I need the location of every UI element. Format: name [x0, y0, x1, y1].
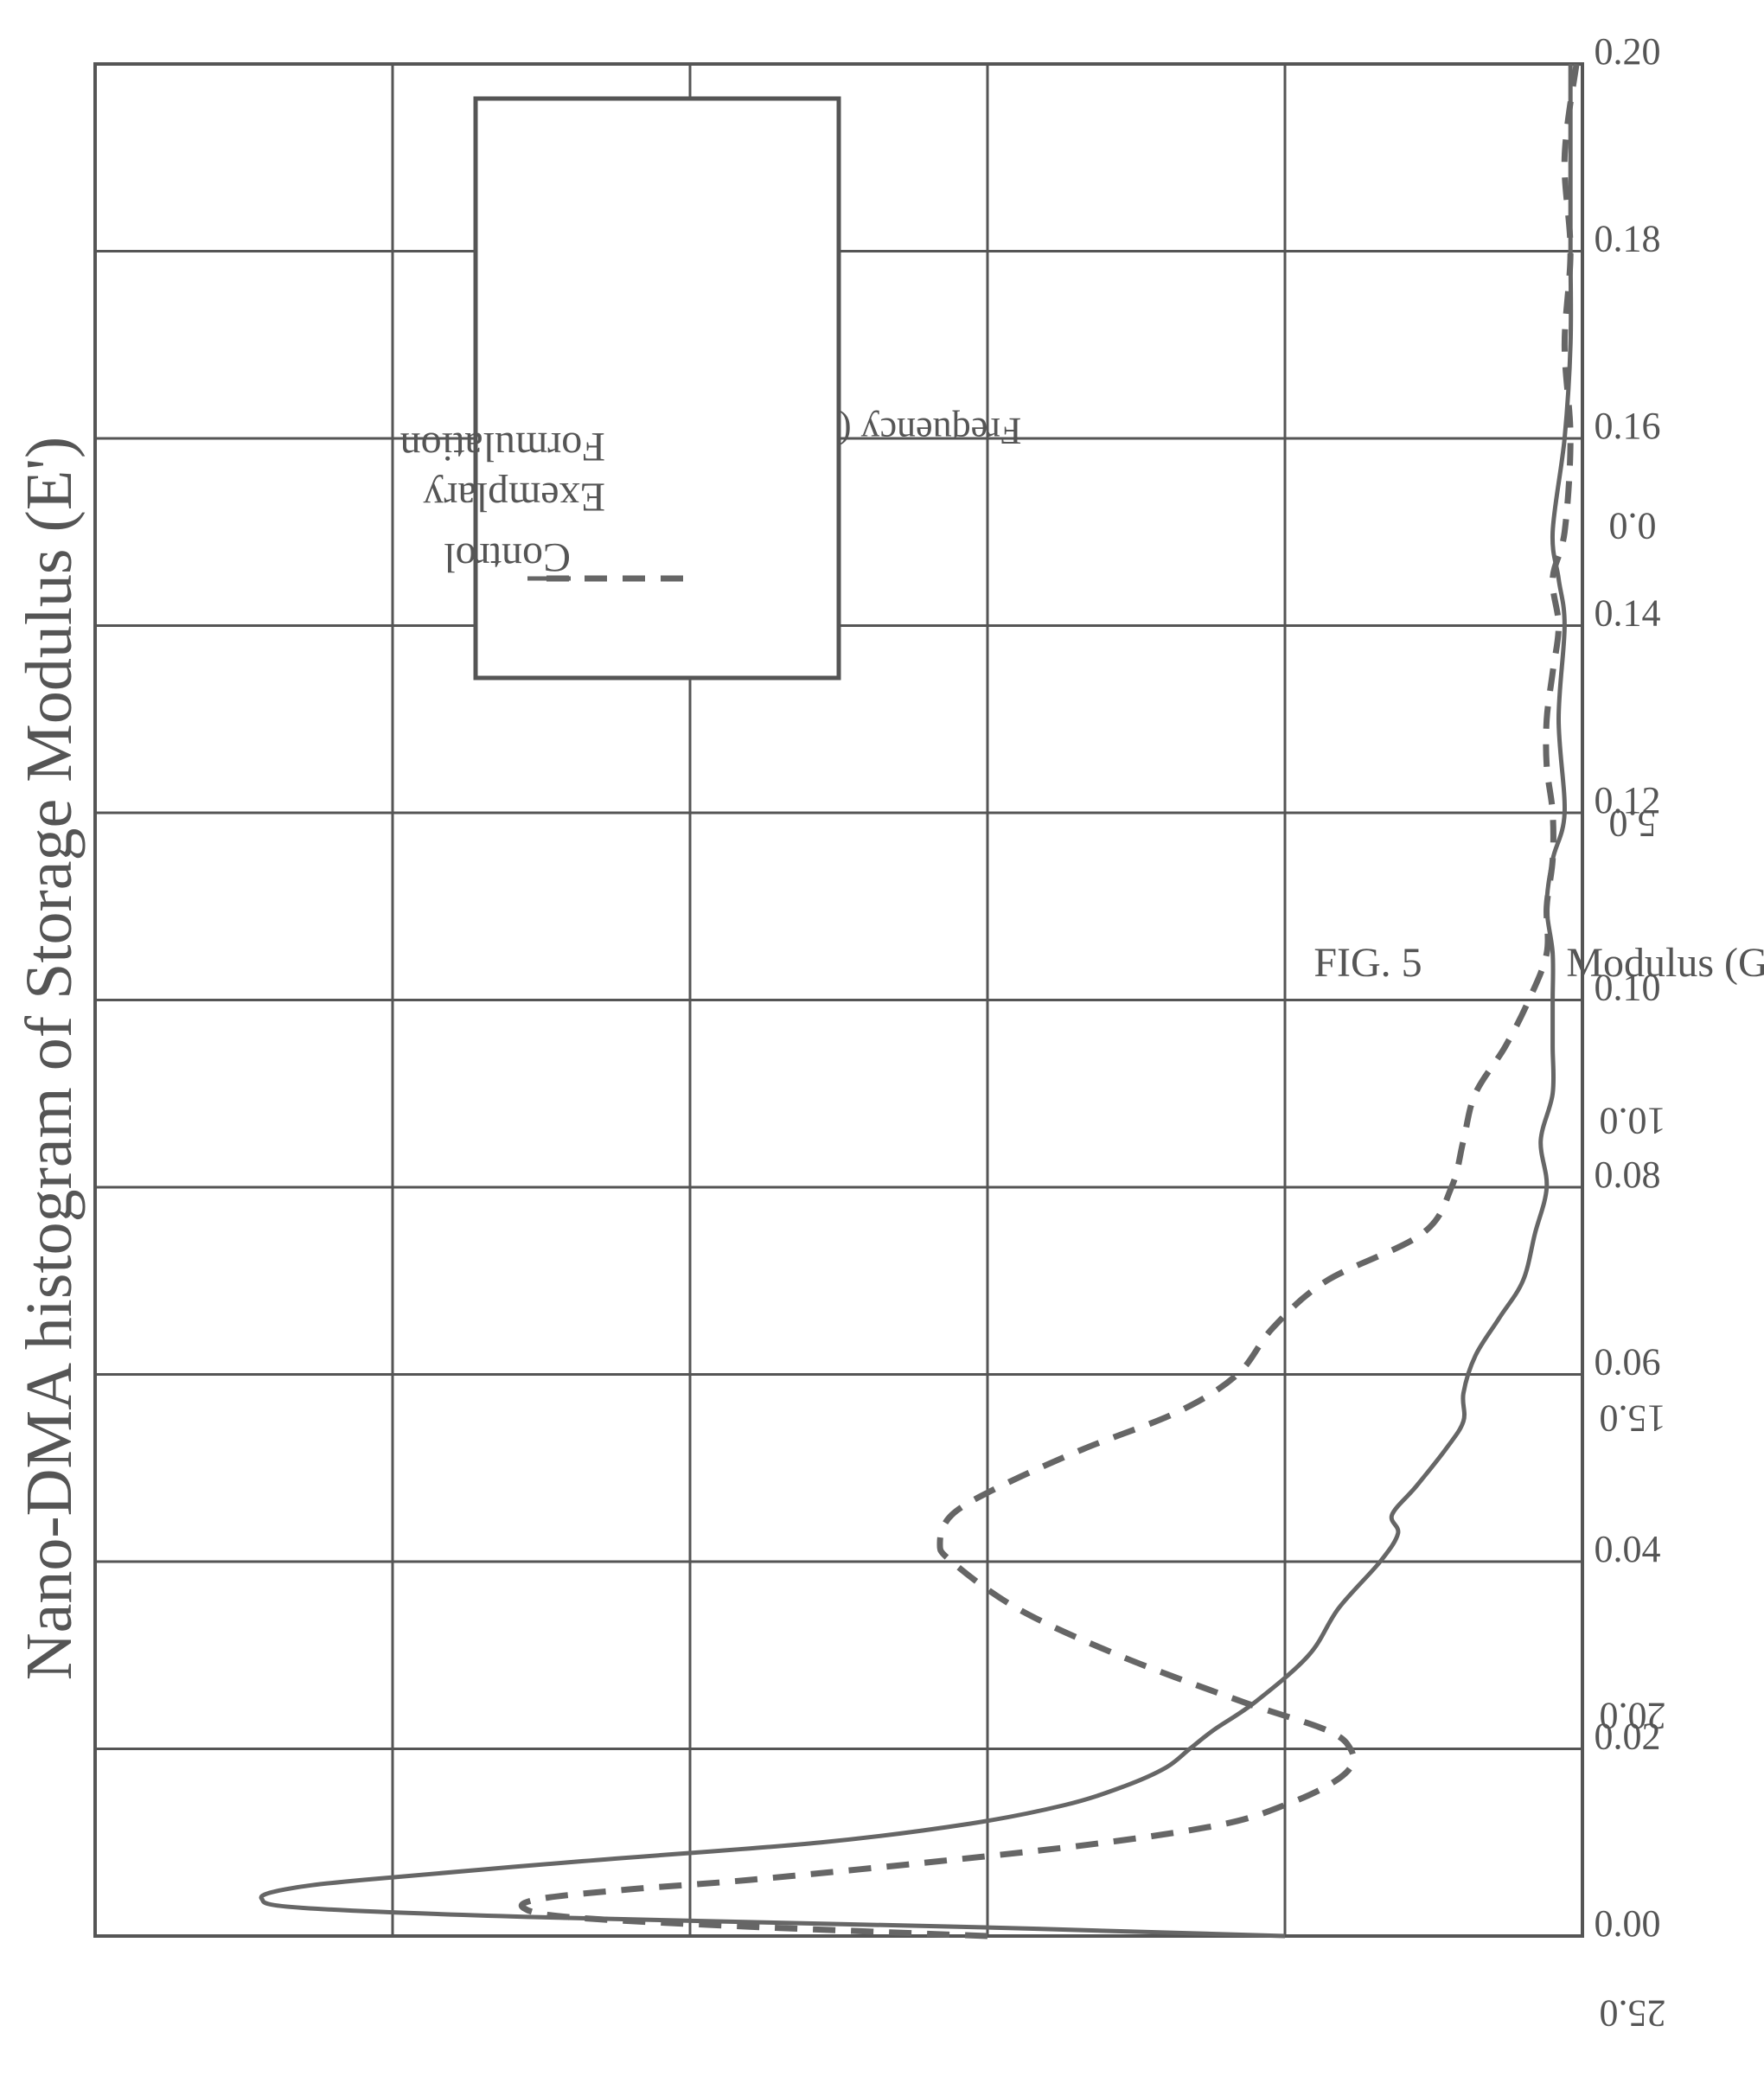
y-tick-label: 15.0 [1600, 1397, 1666, 1440]
x-tick-label: 0.18 [1595, 218, 1661, 260]
x-tick-labels: 0.00 0.02 0.04 0.06 0.08 0.10 0.12 0.14 0.16 0.18… [1595, 30, 1661, 1945]
legend-box [473, 96, 841, 681]
x-tick-label: 0.02 [1595, 1716, 1661, 1758]
x-tick-label: 0.06 [1595, 1341, 1661, 1383]
y-tick-label: 0.0 [1609, 505, 1657, 547]
plot-frame [93, 62, 1584, 1938]
y-tick-labels: 0.0 5.0 10.0 15.0 20.0 25.0 [1600, 505, 1666, 2035]
series-line-control [259, 64, 1574, 1939]
x-tick-label: 0.16 [1595, 405, 1661, 447]
x-tick-label: 0.12 [1595, 779, 1661, 821]
x-tick-label: 0.10 [1595, 967, 1661, 1009]
x-tick-label: 0.14 [1595, 592, 1661, 635]
x-tick-label: 0.00 [1595, 1902, 1661, 1945]
y-tick-label: 10.0 [1600, 1100, 1666, 1142]
x-axis-label: Modulus (GPa) [1566, 940, 1764, 986]
y-tick-label: 20.0 [1600, 1695, 1666, 1737]
x-tick-label: 0.04 [1595, 1528, 1661, 1570]
x-tick-label: 0.20 [1595, 30, 1661, 73]
x-tick-label: 0.08 [1595, 1153, 1661, 1196]
series-layer [259, 63, 1580, 1939]
legend-label-exemplary: ExemplaryFormulation [400, 424, 605, 520]
series-line-exemplary-formulation [518, 63, 1580, 1939]
chart-title: Nano-DMA histogram of Storage Modulus (E… [13, 437, 86, 1681]
figure-caption: FIG. 5 [1313, 940, 1422, 986]
legend-label-exemplary-line2: Formulation [400, 424, 605, 470]
legend-label-control: Control [444, 534, 571, 580]
y-tick-label: 25.0 [1600, 1992, 1666, 2035]
legend: Control ExemplaryFormulation [400, 96, 841, 681]
y-tick-label: 5.0 [1609, 802, 1657, 845]
legend-label-exemplary-line1: Exemplary [423, 474, 605, 520]
